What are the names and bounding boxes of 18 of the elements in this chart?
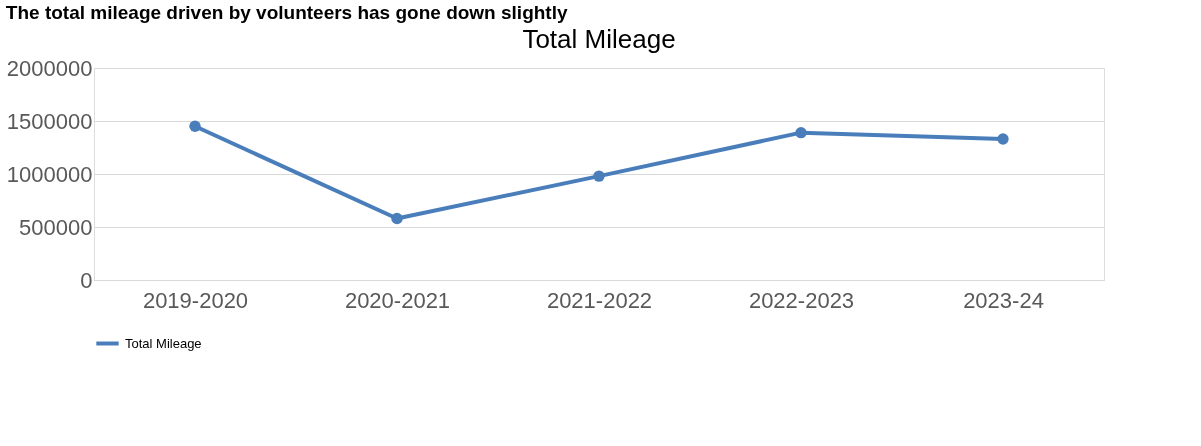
y-tick-label: 2000000 [6, 55, 93, 81]
point [593, 170, 605, 182]
x-tick-label: 2020-2021 [344, 287, 451, 313]
point [189, 120, 201, 132]
chart-subtitle: Total Mileage [522, 24, 676, 54]
chart-title: The total mileage driven by volunteers has gone down slightly [5, 1, 568, 23]
point [795, 126, 807, 139]
y-tick-label: 500000 [19, 214, 93, 240]
x-tick-label: 2021-2022 [546, 287, 653, 313]
x-tick-label: 2022-2023 [748, 287, 855, 313]
point [391, 212, 403, 225]
y-tick-label: 0 [80, 267, 93, 293]
point [997, 133, 1009, 145]
x-tick-label: 2019-2020 [142, 287, 249, 313]
x-tick-label: 2023-24 [963, 287, 1044, 313]
y-tick-label: 1000000 [6, 161, 93, 187]
y-tick-label: 1500000 [6, 108, 93, 134]
legend-label: Total Mileage [125, 335, 202, 351]
